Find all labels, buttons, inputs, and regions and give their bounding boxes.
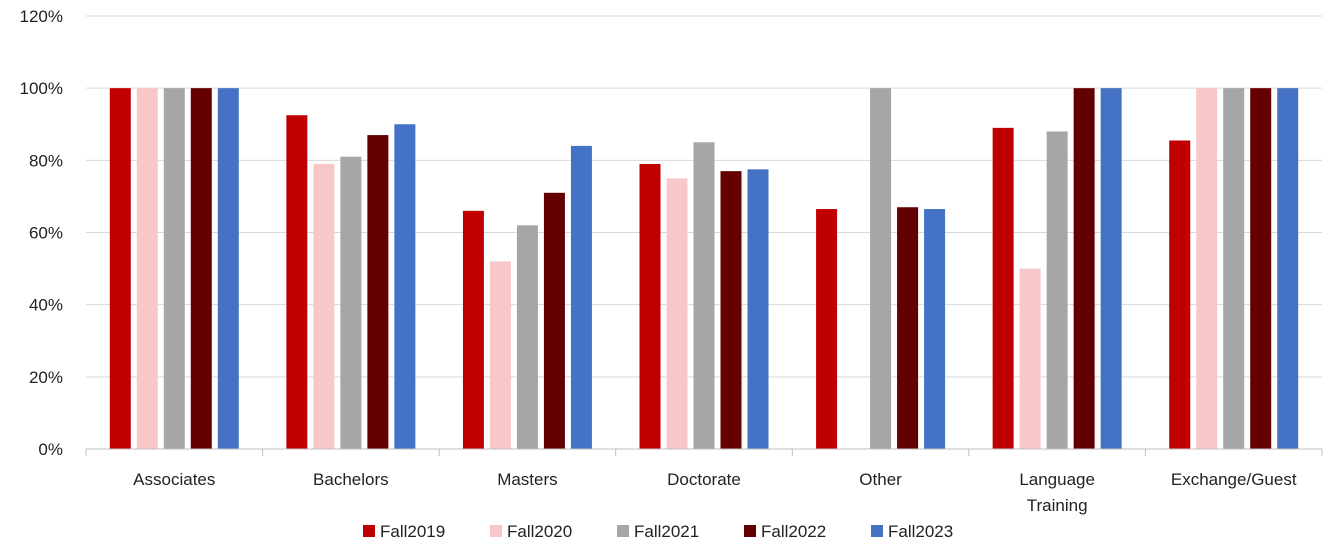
y-tick-label: 20% <box>29 368 63 387</box>
y-tick-label: 0% <box>38 440 63 459</box>
bar-fall2020-doctorate <box>666 178 688 449</box>
bar-fall2021-associates <box>163 88 185 450</box>
y-tick-label: 60% <box>29 224 63 243</box>
y-axis: 0% 20% 40% 60% 80% 100% 120% <box>20 7 63 459</box>
y-tick-label: 120% <box>20 7 63 26</box>
bar-fall2019-bachelors <box>286 115 308 450</box>
bar-fall2019-associates <box>109 88 131 450</box>
bar-fall2020-exchange-guest <box>1196 88 1218 450</box>
bar-fall2023-doctorate <box>747 169 769 449</box>
category-label: Language Training <box>1019 470 1095 515</box>
bar-fall2020-language-training <box>1019 268 1041 449</box>
bar-fall2023-other <box>924 209 946 449</box>
bar-fall2022-bachelors <box>367 135 389 449</box>
category-label: Masters <box>497 470 557 489</box>
bar-fall2019-language-training <box>992 127 1014 449</box>
y-tick-label: 100% <box>20 79 63 98</box>
category-label: Doctorate <box>667 470 741 489</box>
legend-swatch <box>363 525 375 537</box>
bar-fall2021-bachelors <box>340 156 362 449</box>
bar-fall2022-masters <box>543 192 565 449</box>
legend-label: Fall2023 <box>888 522 953 541</box>
bar-fall2022-associates <box>190 88 212 450</box>
bar-fall2020-masters <box>489 261 511 449</box>
bars <box>109 88 1299 450</box>
legend: Fall2019 Fall2020 Fall2021 Fall2022 Fall2023 <box>363 522 953 541</box>
x-axis: Associates Bachelors Masters Doctorate Other… <box>85 448 1323 515</box>
legend-label: Fall2020 <box>507 522 572 541</box>
bar-fall2021-masters <box>516 225 538 449</box>
legend-label: Fall2019 <box>380 522 445 541</box>
legend-swatch <box>871 525 883 537</box>
bar-fall2020-associates <box>136 88 158 450</box>
bar-fall2023-bachelors <box>394 124 416 449</box>
bar-fall2023-language-training <box>1100 88 1122 450</box>
bar-fall2021-exchange-guest <box>1223 88 1245 450</box>
bar-fall2022-other <box>897 207 919 449</box>
bar-fall2022-doctorate <box>720 171 742 450</box>
category-label: Bachelors <box>313 470 389 489</box>
category-label: Other <box>859 470 902 489</box>
legend-swatch <box>617 525 629 537</box>
bar-fall2021-other <box>870 88 892 450</box>
y-tick-label: 40% <box>29 296 63 315</box>
bar-fall2019-masters <box>462 210 484 449</box>
bar-fall2023-exchange-guest <box>1277 88 1299 450</box>
legend-label: Fall2021 <box>634 522 699 541</box>
y-tick-label: 80% <box>29 151 63 170</box>
bar-fall2019-other <box>816 209 838 449</box>
bar-fall2021-doctorate <box>693 142 715 449</box>
bar-fall2021-language-training <box>1046 131 1068 449</box>
bar-fall2023-associates <box>217 88 239 450</box>
legend-swatch <box>744 525 756 537</box>
legend-swatch <box>490 525 502 537</box>
bar-fall2022-exchange-guest <box>1250 88 1272 450</box>
category-label: Associates <box>133 470 215 489</box>
bar-fall2019-exchange-guest <box>1169 140 1191 450</box>
bar-fall2023-masters <box>570 145 592 449</box>
bar-fall2019-doctorate <box>639 163 661 450</box>
bar-fall2022-language-training <box>1073 88 1095 450</box>
bar-fall2020-bachelors <box>313 163 335 450</box>
category-label: Exchange/Guest <box>1171 470 1297 489</box>
legend-label: Fall2022 <box>761 522 826 541</box>
